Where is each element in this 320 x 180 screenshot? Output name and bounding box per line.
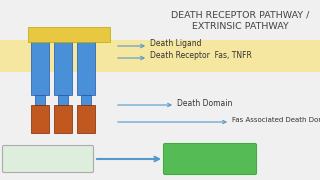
FancyBboxPatch shape: [164, 143, 257, 174]
Bar: [77, 105, 95, 133]
Bar: [81, 95, 91, 105]
Bar: [31, 105, 49, 133]
Text: Death Ligand: Death Ligand: [150, 39, 202, 48]
Bar: [54, 105, 72, 133]
Bar: [28, 27, 110, 42]
Bar: [77, 41, 95, 95]
Text: Death Domain: Death Domain: [177, 98, 232, 107]
Bar: [31, 41, 49, 95]
Text: Procaspase 8: Procaspase 8: [18, 154, 78, 163]
Bar: [35, 95, 45, 105]
Bar: [0, 40, 320, 72]
Text: Activated
Caspase 8: Activated Caspase 8: [187, 149, 233, 169]
Text: EXTRINSIC PATHWAY: EXTRINSIC PATHWAY: [192, 22, 288, 31]
Text: Fas Associated Death Domain( FADD ): Fas Associated Death Domain( FADD ): [232, 117, 320, 123]
Bar: [58, 95, 68, 105]
FancyBboxPatch shape: [3, 145, 93, 172]
Text: DEATH RECEPTOR PATHWAY /: DEATH RECEPTOR PATHWAY /: [171, 10, 309, 19]
Text: Death Receptor  Fas, TNFR: Death Receptor Fas, TNFR: [150, 51, 252, 60]
Bar: [54, 41, 72, 95]
